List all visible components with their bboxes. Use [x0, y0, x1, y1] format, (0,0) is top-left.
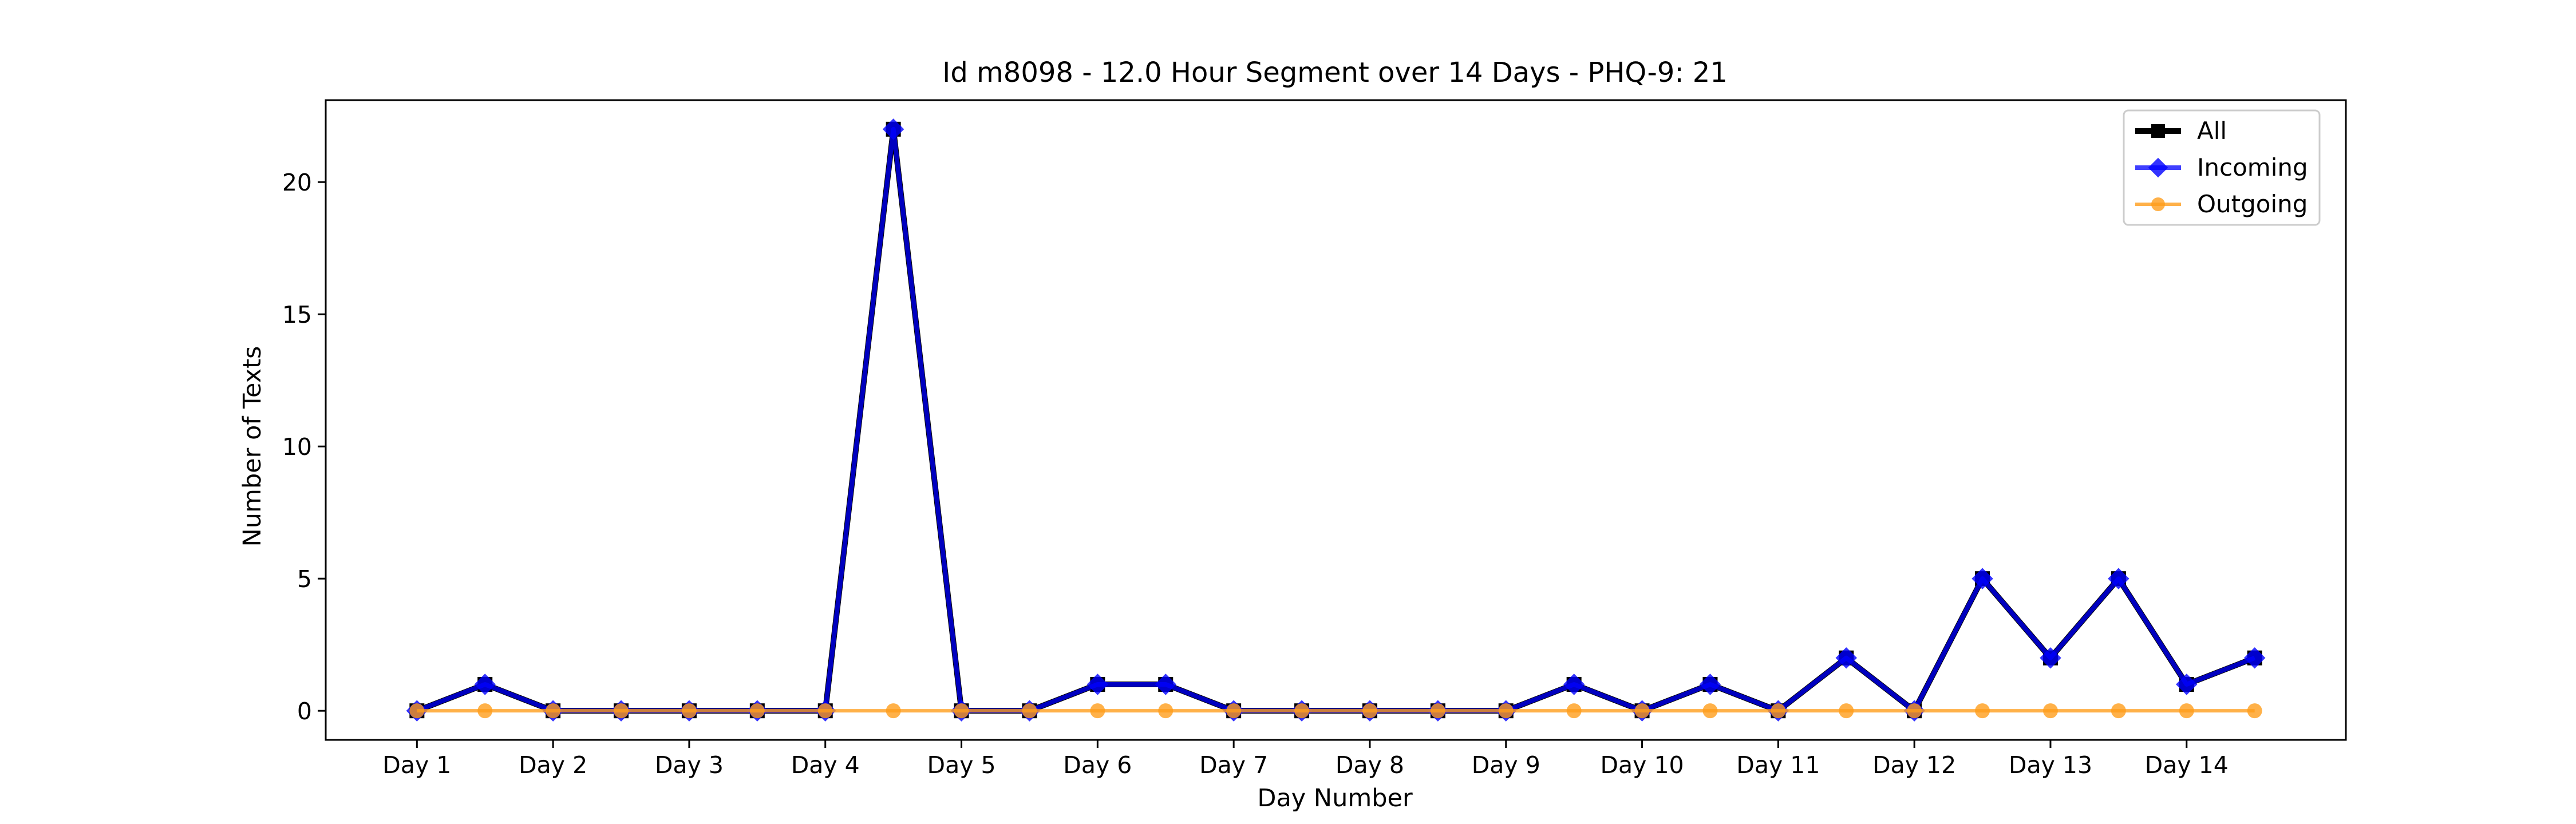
data-point	[954, 703, 969, 719]
x-axis-label: Day Number	[1257, 784, 1413, 813]
data-point	[1362, 703, 1377, 719]
data-point	[1699, 674, 1721, 695]
legend-label: All	[2197, 117, 2227, 145]
legend-item: Incoming	[2135, 153, 2308, 181]
y-axis: 0 5 10 15 20	[282, 169, 326, 725]
x-tick-label: Day 4	[791, 751, 860, 779]
data-point	[817, 703, 833, 719]
data-point	[749, 703, 765, 719]
data-point	[2042, 703, 2058, 719]
x-tick-label: Day 13	[2009, 751, 2092, 779]
data-point	[886, 703, 901, 719]
data-point	[2111, 703, 2126, 719]
data-point	[1971, 568, 1993, 589]
data-point	[1155, 674, 1176, 695]
data-point	[1086, 674, 1109, 695]
data-point	[2108, 568, 2129, 589]
data-point	[681, 703, 697, 719]
y-tick-label: 5	[297, 565, 312, 593]
legend-frame	[2123, 109, 2321, 226]
x-tick-label: Day 6	[1063, 751, 1132, 779]
y-axis-label: Number of Texts	[238, 346, 267, 547]
data-point	[1022, 703, 1037, 719]
data-point	[1158, 703, 1174, 719]
data-point	[1835, 647, 1857, 669]
data-point	[614, 703, 629, 719]
data-point	[409, 703, 425, 719]
x-tick-label: Day 1	[382, 751, 451, 779]
legend-item: All	[2135, 117, 2227, 145]
data-point	[882, 118, 904, 140]
data-point	[1634, 703, 1650, 719]
legend-label: Incoming	[2197, 153, 2308, 181]
y-tick-label: 15	[282, 301, 312, 328]
data-point	[477, 703, 493, 719]
x-tick-label: Day 2	[519, 751, 587, 779]
x-tick-label: Day 12	[1872, 751, 1956, 779]
legend-swatch-marker	[2151, 197, 2165, 211]
series-outgoing	[409, 703, 2262, 719]
data-point	[1566, 703, 1582, 719]
x-tick-label: Day 5	[927, 751, 996, 779]
data-point	[1839, 703, 1854, 719]
legend-swatch-marker	[2148, 157, 2168, 178]
data-point	[1975, 703, 1990, 719]
legend-swatch-marker	[2151, 124, 2165, 138]
data-point	[2040, 647, 2061, 669]
data-point	[2179, 703, 2194, 719]
data-point	[1907, 703, 1922, 719]
x-tick-label: Day 9	[1472, 751, 1540, 779]
x-tick-label: Day 11	[1736, 751, 1820, 779]
chart-title: Id m8098 - 12.0 Hour Segment over 14 Day…	[942, 57, 1728, 89]
x-tick-label: Day 8	[1336, 751, 1404, 779]
legend-item: Outgoing	[2135, 190, 2308, 218]
x-axis: Day 1 Day 2 Day 3 Day 4 Day 5 Day 6 Day 7 Day 8…	[382, 740, 2229, 779]
data-point	[1226, 703, 1242, 719]
data-point	[1771, 703, 1786, 719]
y-tick-label: 0	[297, 698, 312, 725]
x-tick-label: Day 3	[655, 751, 724, 779]
data-point	[2176, 674, 2198, 695]
legend-label: Outgoing	[2197, 190, 2308, 218]
plot-frame	[325, 99, 2347, 741]
data-point	[2243, 647, 2266, 669]
data-point	[474, 674, 496, 695]
data-point	[1090, 703, 1105, 719]
data-point	[1563, 674, 1585, 695]
data-point	[1702, 703, 1718, 719]
legend: All Incoming Outgoing	[2123, 109, 2321, 226]
x-tick-label: Day 14	[2145, 751, 2229, 779]
data-point	[546, 703, 561, 719]
x-tick-label: Day 10	[1600, 751, 1684, 779]
data-point	[1430, 703, 1445, 719]
x-tick-label: Day 7	[1199, 751, 1268, 779]
y-tick-label: 10	[282, 433, 312, 461]
y-tick-label: 20	[282, 169, 312, 196]
data-point	[2247, 703, 2262, 719]
plot-area	[325, 99, 2347, 741]
data-point	[1294, 703, 1310, 719]
data-point	[1498, 703, 1514, 719]
